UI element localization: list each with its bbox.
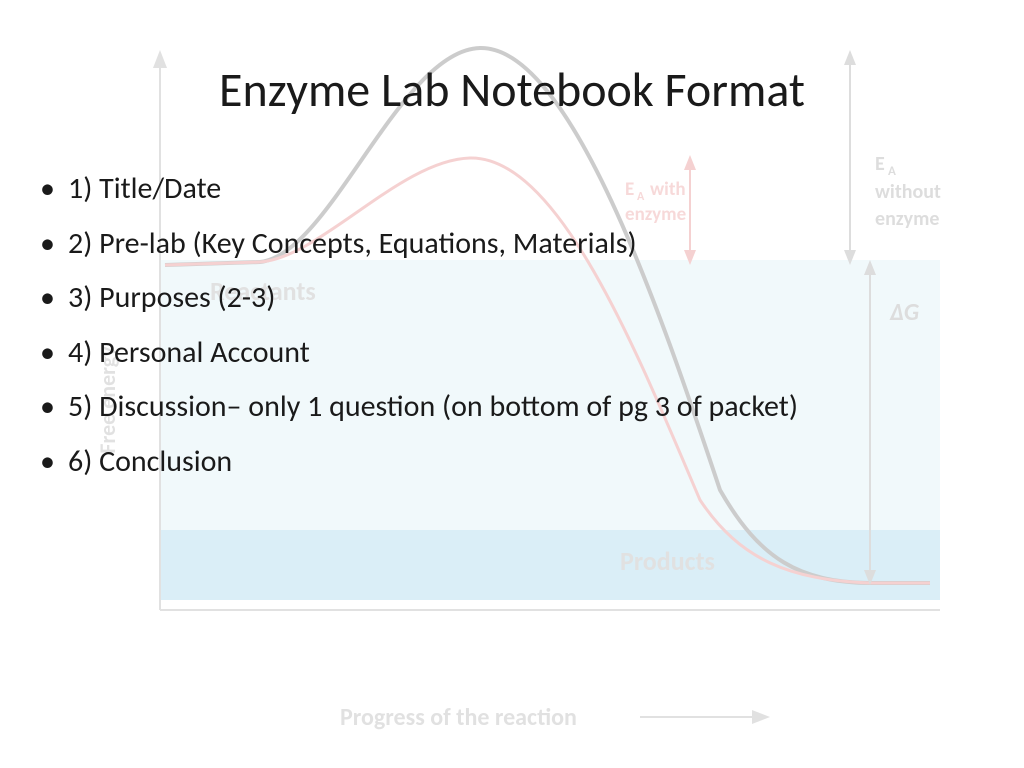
slide-content: Enzyme Lab Notebook Format 1) Title/Date… [0, 0, 1024, 482]
list-item: 2) Pre-lab (Key Concepts, Equations, Mat… [30, 224, 994, 265]
products-label: Products [620, 545, 715, 577]
list-item: 5) Discussion– only 1 question (on botto… [30, 387, 994, 428]
slide-title: Enzyme Lab Notebook Format [30, 60, 994, 119]
x-axis-label: Progress of the reaction [340, 703, 577, 732]
x-axis-progress-arrowhead [752, 710, 770, 724]
list-item: 3) Purposes (2-3) [30, 278, 994, 319]
bullet-list: 1) Title/Date 2) Pre-lab (Key Concepts, … [30, 169, 994, 482]
list-item: 1) Title/Date [30, 169, 994, 210]
delta-g-arrowhead-down [864, 570, 876, 585]
product-band [160, 530, 940, 600]
list-item: 4) Personal Account [30, 333, 994, 374]
list-item: 6) Conclusion [30, 442, 994, 483]
